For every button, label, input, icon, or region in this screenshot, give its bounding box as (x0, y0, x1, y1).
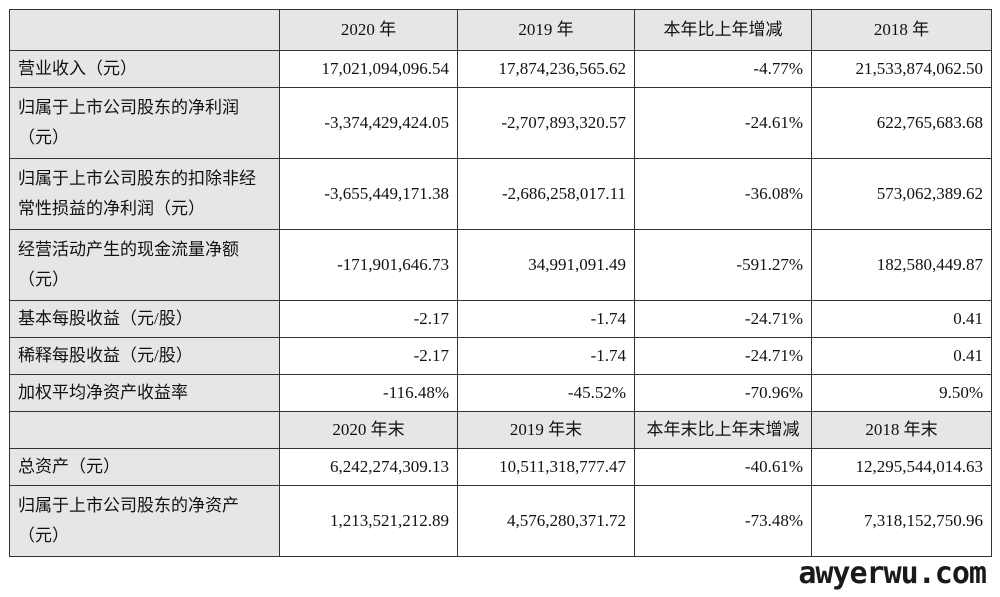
cell-value: 0.41 (811, 337, 992, 375)
cell-value: -36.08% (634, 158, 812, 230)
cell-value: -24.71% (634, 300, 812, 338)
financial-summary-table: 2020 年 2019 年 本年比上年增减 2018 年 营业收入（元） 17,… (9, 9, 992, 557)
cell-value: 7,318,152,750.96 (811, 485, 992, 557)
cell-value: 9.50% (811, 374, 992, 412)
header-row-year-end: 2020 年末 2019 年末 本年末比上年末增减 2018 年末 (9, 411, 992, 449)
cell-value: -3,374,429,424.05 (279, 87, 458, 159)
row-label: 经营活动产生的现金流量净额（元） (9, 229, 280, 301)
cell-value: 622,765,683.68 (811, 87, 992, 159)
header-2018: 2018 年 (811, 9, 992, 51)
cell-value: -4.77% (634, 50, 812, 88)
header-2019: 2019 年 (457, 9, 635, 51)
header-corner (9, 9, 280, 51)
cell-value: 10,511,318,777.47 (457, 448, 635, 486)
cell-value: -171,901,646.73 (279, 229, 458, 301)
cell-value: -3,655,449,171.38 (279, 158, 458, 230)
cell-value: -24.71% (634, 337, 812, 375)
header-yoy-change-end: 本年末比上年末增减 (634, 411, 812, 449)
cell-value: -2.17 (279, 300, 458, 338)
header-2020: 2020 年 (279, 9, 458, 51)
cell-value: 34,991,091.49 (457, 229, 635, 301)
table-row: 归属于上市公司股东的扣除非经常性损益的净利润（元） -3,655,449,171… (9, 158, 992, 230)
row-label: 基本每股收益（元/股） (9, 300, 280, 338)
cell-value: 17,021,094,096.54 (279, 50, 458, 88)
site-watermark: awyerwu.com (798, 556, 987, 591)
cell-value: -2,707,893,320.57 (457, 87, 635, 159)
cell-value: 21,533,874,062.50 (811, 50, 992, 88)
financial-table-container: 2020 年 2019 年 本年比上年增减 2018 年 营业收入（元） 17,… (9, 9, 992, 557)
cell-value: -1.74 (457, 300, 635, 338)
row-label: 总资产（元） (9, 448, 280, 486)
cell-value: -116.48% (279, 374, 458, 412)
cell-value: -591.27% (634, 229, 812, 301)
cell-value: -1.74 (457, 337, 635, 375)
cell-value: 6,242,274,309.13 (279, 448, 458, 486)
cell-value: -2,686,258,017.11 (457, 158, 635, 230)
cell-value: 182,580,449.87 (811, 229, 992, 301)
table-row: 基本每股收益（元/股） -2.17 -1.74 -24.71% 0.41 (9, 300, 992, 338)
header-row-annual: 2020 年 2019 年 本年比上年增减 2018 年 (9, 9, 992, 51)
table-row: 经营活动产生的现金流量净额（元） -171,901,646.73 34,991,… (9, 229, 992, 301)
row-label: 稀释每股收益（元/股） (9, 337, 280, 375)
header-corner (9, 411, 280, 449)
table-row: 归属于上市公司股东的净利润（元） -3,374,429,424.05 -2,70… (9, 87, 992, 159)
table-row: 加权平均净资产收益率 -116.48% -45.52% -70.96% 9.50… (9, 374, 992, 412)
header-2019-end: 2019 年末 (457, 411, 635, 449)
table-row: 营业收入（元） 17,021,094,096.54 17,874,236,565… (9, 50, 992, 88)
cell-value: -70.96% (634, 374, 812, 412)
cell-value: 12,295,544,014.63 (811, 448, 992, 486)
cell-value: 4,576,280,371.72 (457, 485, 635, 557)
cell-value: -45.52% (457, 374, 635, 412)
cell-value: 17,874,236,565.62 (457, 50, 635, 88)
header-yoy-change: 本年比上年增减 (634, 9, 812, 51)
row-label: 营业收入（元） (9, 50, 280, 88)
row-label: 归属于上市公司股东的扣除非经常性损益的净利润（元） (9, 158, 280, 230)
row-label: 归属于上市公司股东的净资产（元） (9, 485, 280, 557)
row-label: 归属于上市公司股东的净利润（元） (9, 87, 280, 159)
table-row: 总资产（元） 6,242,274,309.13 10,511,318,777.4… (9, 448, 992, 486)
cell-value: 573,062,389.62 (811, 158, 992, 230)
cell-value: -2.17 (279, 337, 458, 375)
cell-value: 0.41 (811, 300, 992, 338)
cell-value: -73.48% (634, 485, 812, 557)
header-2020-end: 2020 年末 (279, 411, 458, 449)
header-2018-end: 2018 年末 (811, 411, 992, 449)
cell-value: -40.61% (634, 448, 812, 486)
cell-value: 1,213,521,212.89 (279, 485, 458, 557)
table-row: 稀释每股收益（元/股） -2.17 -1.74 -24.71% 0.41 (9, 337, 992, 375)
table-row: 归属于上市公司股东的净资产（元） 1,213,521,212.89 4,576,… (9, 485, 992, 557)
cell-value: -24.61% (634, 87, 812, 159)
row-label: 加权平均净资产收益率 (9, 374, 280, 412)
